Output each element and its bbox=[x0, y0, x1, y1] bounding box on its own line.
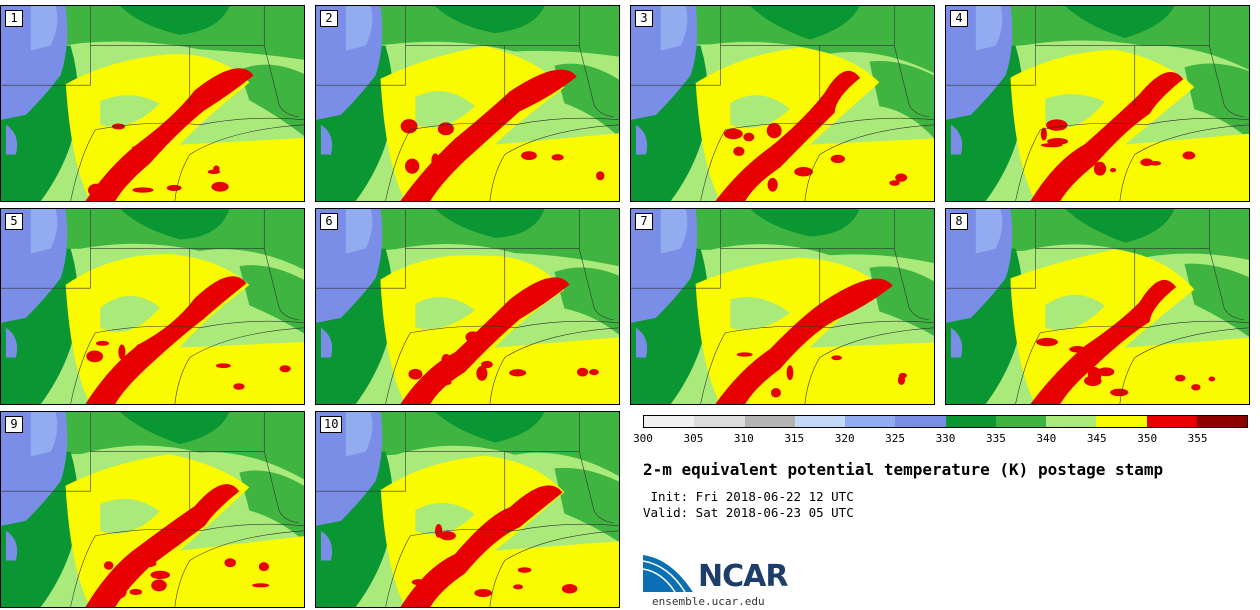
colorbar-tick-label: 340 bbox=[1036, 432, 1057, 445]
colorbar-segment bbox=[945, 416, 996, 427]
colorbar-tick-label: 320 bbox=[834, 432, 855, 445]
member-number-label: 6 bbox=[320, 213, 338, 230]
postage-stamp-map: 1 bbox=[0, 5, 305, 202]
member-number-label: 8 bbox=[950, 213, 968, 230]
postage-stamp-map: 5 bbox=[0, 208, 305, 405]
colorbar-tick-label: 325 bbox=[885, 432, 906, 445]
member-number-label: 7 bbox=[635, 213, 653, 230]
ensemble-member-map bbox=[946, 209, 1249, 404]
colorbar-segment bbox=[1046, 416, 1097, 427]
colorbar-segment bbox=[694, 416, 745, 427]
figure-title: 2-m equivalent potential temperature (K)… bbox=[643, 460, 1164, 479]
ensemble-member-map bbox=[1, 6, 304, 201]
colorbar-segment bbox=[744, 416, 795, 427]
colorbar-tick-label: 350 bbox=[1137, 432, 1158, 445]
colorbar-tick-label: 310 bbox=[733, 432, 754, 445]
member-number-label: 5 bbox=[5, 213, 23, 230]
ensemble-member-map bbox=[946, 6, 1249, 201]
colorbar-tick-label: 305 bbox=[683, 432, 704, 445]
colorbar-segment bbox=[895, 416, 946, 427]
ensemble-member-map bbox=[631, 209, 934, 404]
member-number-label: 3 bbox=[635, 10, 653, 27]
logo-wordmark: NCAR bbox=[698, 559, 788, 594]
ensemble-member-map bbox=[316, 209, 619, 404]
member-number-label: 1 bbox=[5, 10, 23, 27]
ensemble-member-map bbox=[631, 6, 934, 201]
postage-stamp-map: 6 bbox=[315, 208, 620, 405]
postage-stamp-map: 7 bbox=[630, 208, 935, 405]
ensemble-member-map bbox=[1, 209, 304, 404]
colorbar-tick-label: 345 bbox=[1086, 432, 1107, 445]
postage-stamp-map: 3 bbox=[630, 5, 935, 202]
postage-stamp-map: 4 bbox=[945, 5, 1250, 202]
website-url: ensemble.ucar.edu bbox=[652, 595, 765, 608]
valid-time: Valid: Sat 2018-06-23 05 UTC bbox=[643, 505, 854, 520]
colorbar-segment bbox=[845, 416, 896, 427]
postage-stamp-map: 10 bbox=[315, 411, 620, 608]
colorbar-segment bbox=[995, 416, 1046, 427]
colorbar-tick-label: 335 bbox=[985, 432, 1006, 445]
colorbar-tick-label: 315 bbox=[784, 432, 805, 445]
colorbar-segment bbox=[794, 416, 845, 427]
postage-stamp-map: 2 bbox=[315, 5, 620, 202]
colorbar-tick-label: 355 bbox=[1187, 432, 1208, 445]
colorbar-tick-label: 330 bbox=[935, 432, 956, 445]
colorbar-tick-label: 300 bbox=[633, 432, 653, 445]
colorbar-segment bbox=[1196, 416, 1247, 427]
member-number-label: 9 bbox=[5, 416, 23, 433]
colorbar bbox=[643, 415, 1248, 428]
ensemble-member-map bbox=[1, 412, 304, 607]
ncar-logo-icon bbox=[642, 553, 695, 593]
member-number-label: 2 bbox=[320, 10, 338, 27]
colorbar-ticks: 300 305 310 315 320 325 330 335 340 345 350 355 bbox=[633, 432, 1248, 446]
member-number-label: 10 bbox=[320, 416, 343, 433]
colorbar-segment bbox=[1096, 416, 1147, 427]
colorbar-segment bbox=[1146, 416, 1197, 427]
ensemble-member-map bbox=[316, 412, 619, 607]
postage-stamp-map: 8 bbox=[945, 208, 1250, 405]
ensemble-member-map bbox=[316, 6, 619, 201]
init-time: Init: Fri 2018-06-22 12 UTC bbox=[643, 489, 854, 504]
postage-stamp-map: 9 bbox=[0, 411, 305, 608]
member-number-label: 4 bbox=[950, 10, 968, 27]
colorbar-segment bbox=[644, 416, 695, 427]
